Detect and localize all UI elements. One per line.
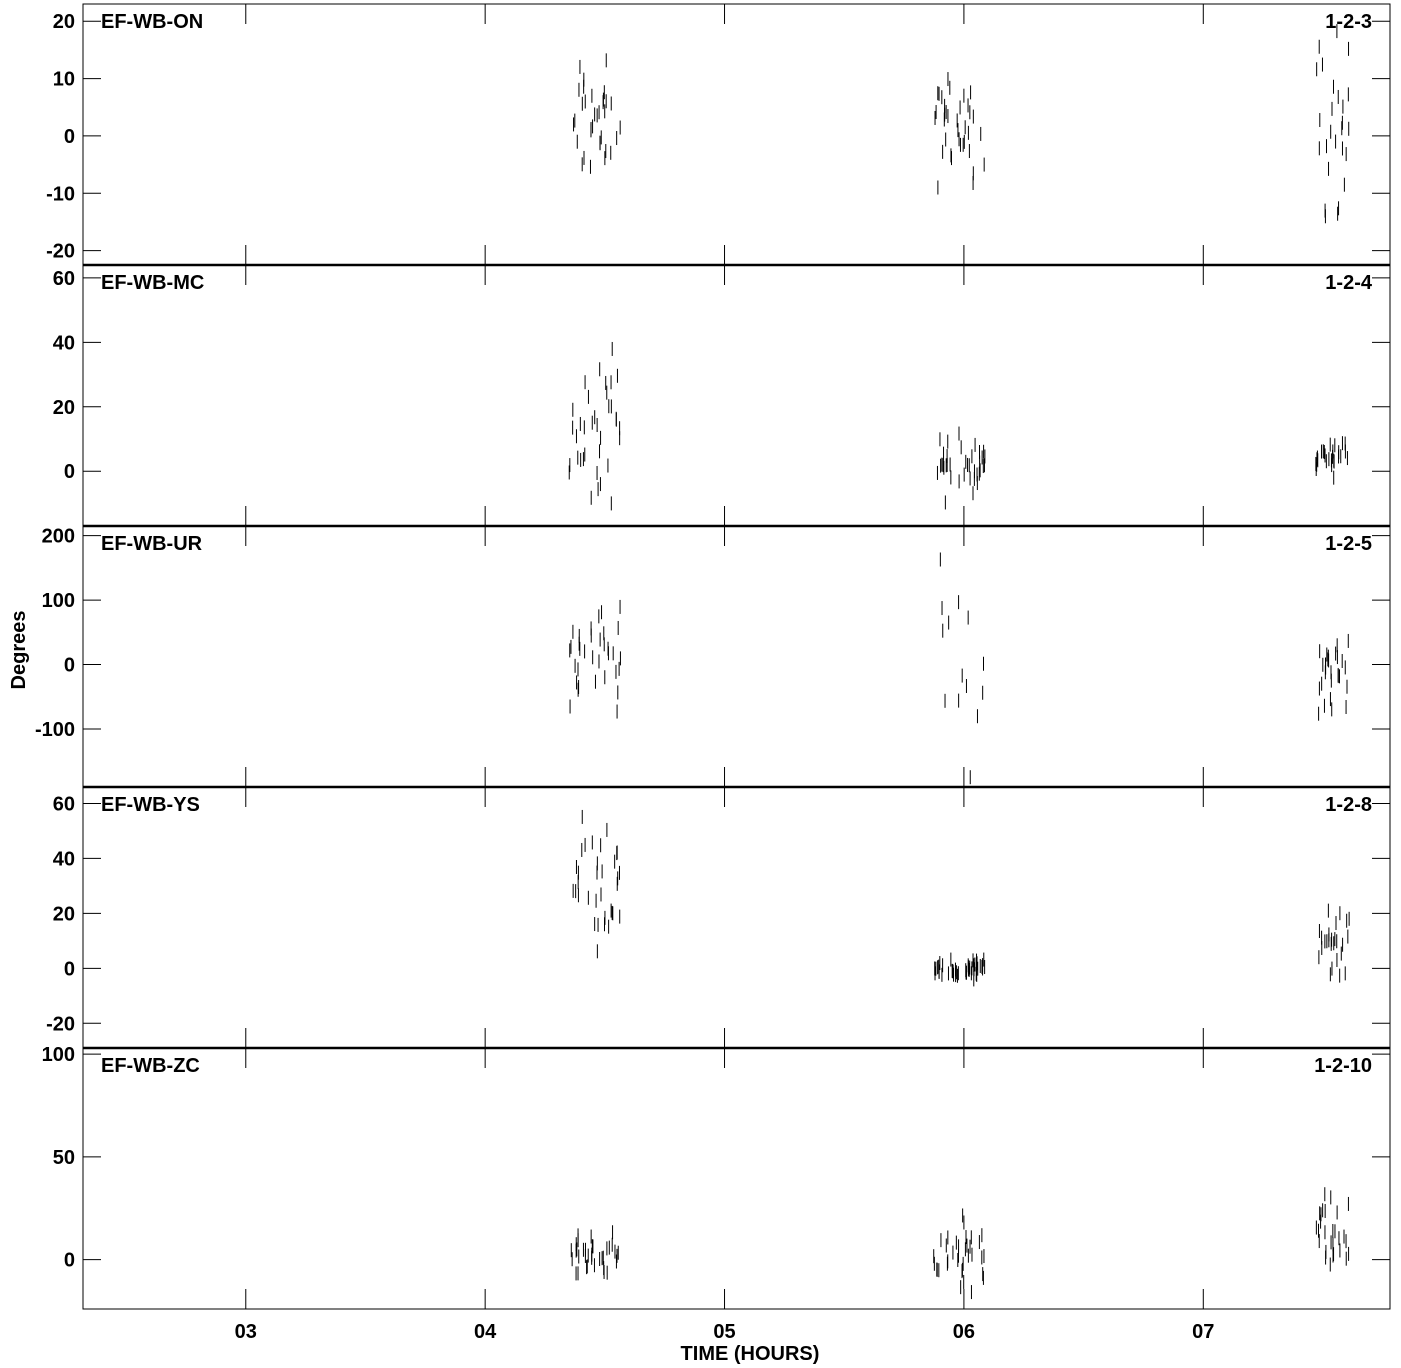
x-tick-label: 06 [953, 1321, 975, 1343]
ident-label: 1-2-3 [1325, 11, 1372, 33]
y-tick-label: -20 [46, 241, 75, 263]
ident-label: 1-2-5 [1325, 533, 1372, 555]
y-tick-label: -20 [46, 1013, 75, 1035]
panel-ef-wb-on: 20 10 0 -10 -20 EF-WB-ON 1-2-3 [46, 3, 1391, 266]
y-tick-label: 0 [64, 655, 75, 677]
ident-label: 1-2-4 [1325, 272, 1373, 294]
y-tick-label: 20 [53, 903, 75, 925]
y-tick-label: 100 [42, 1044, 75, 1066]
y-tick-label: 0 [64, 461, 75, 483]
x-tick-label: 05 [713, 1321, 735, 1343]
panel-ef-wb-mc: 60 40 20 0 EF-WB-MC 1-2-4 [53, 263, 1391, 527]
y-tick-label: -100 [35, 719, 75, 741]
y-tick-label: 20 [53, 11, 75, 33]
x-tick-label: 04 [474, 1321, 497, 1343]
y-tick-label: 60 [53, 268, 75, 290]
baseline-label: EF-WB-MC [101, 272, 204, 294]
y-tick-label: 40 [53, 848, 75, 870]
x-tick-label: 03 [235, 1321, 257, 1343]
y-tick-label: 100 [42, 590, 75, 612]
y-tick-label: 0 [64, 958, 75, 980]
y-tick-label: 0 [64, 126, 75, 148]
panel-frame [82, 1047, 1391, 1310]
x-tick-label: 07 [1192, 1321, 1214, 1343]
y-tick-label: 20 [53, 397, 75, 419]
y-tick-label: 0 [64, 1250, 75, 1272]
panel-ef-wb-ur: 200 100 0 -100 EF-WB-UR 1-2-5 [35, 524, 1391, 788]
panel-frame [82, 786, 1391, 1049]
y-tick-label: 50 [53, 1147, 75, 1169]
baseline-label: EF-WB-UR [101, 533, 203, 555]
baseline-label: EF-WB-ZC [101, 1055, 200, 1077]
baseline-label: EF-WB-YS [101, 794, 200, 816]
panel-ef-wb-ys: 60 40 20 0 -20 EF-WB-YS 1-2-8 [46, 785, 1391, 1049]
panel-frame [82, 3, 1391, 266]
panel-frame [82, 264, 1391, 527]
ident-label: 1-2-8 [1325, 794, 1372, 816]
y-tick-label: 10 [53, 69, 75, 91]
x-axis-label: TIME (HOURS) [681, 1343, 820, 1365]
panel-frame [82, 525, 1391, 788]
baseline-label: EF-WB-ON [101, 11, 203, 33]
ident-label: 1-2-10 [1314, 1055, 1372, 1077]
y-tick-label: 60 [53, 793, 75, 815]
panel-ef-wb-zc: 100 50 0 EF-WB-ZC 1-2-10 [42, 1044, 1391, 1310]
y-tick-label: 200 [42, 526, 75, 548]
y-tick-label: -10 [46, 183, 75, 205]
y-axis-label: Degrees [8, 611, 30, 690]
y-tick-label: 40 [53, 332, 75, 354]
